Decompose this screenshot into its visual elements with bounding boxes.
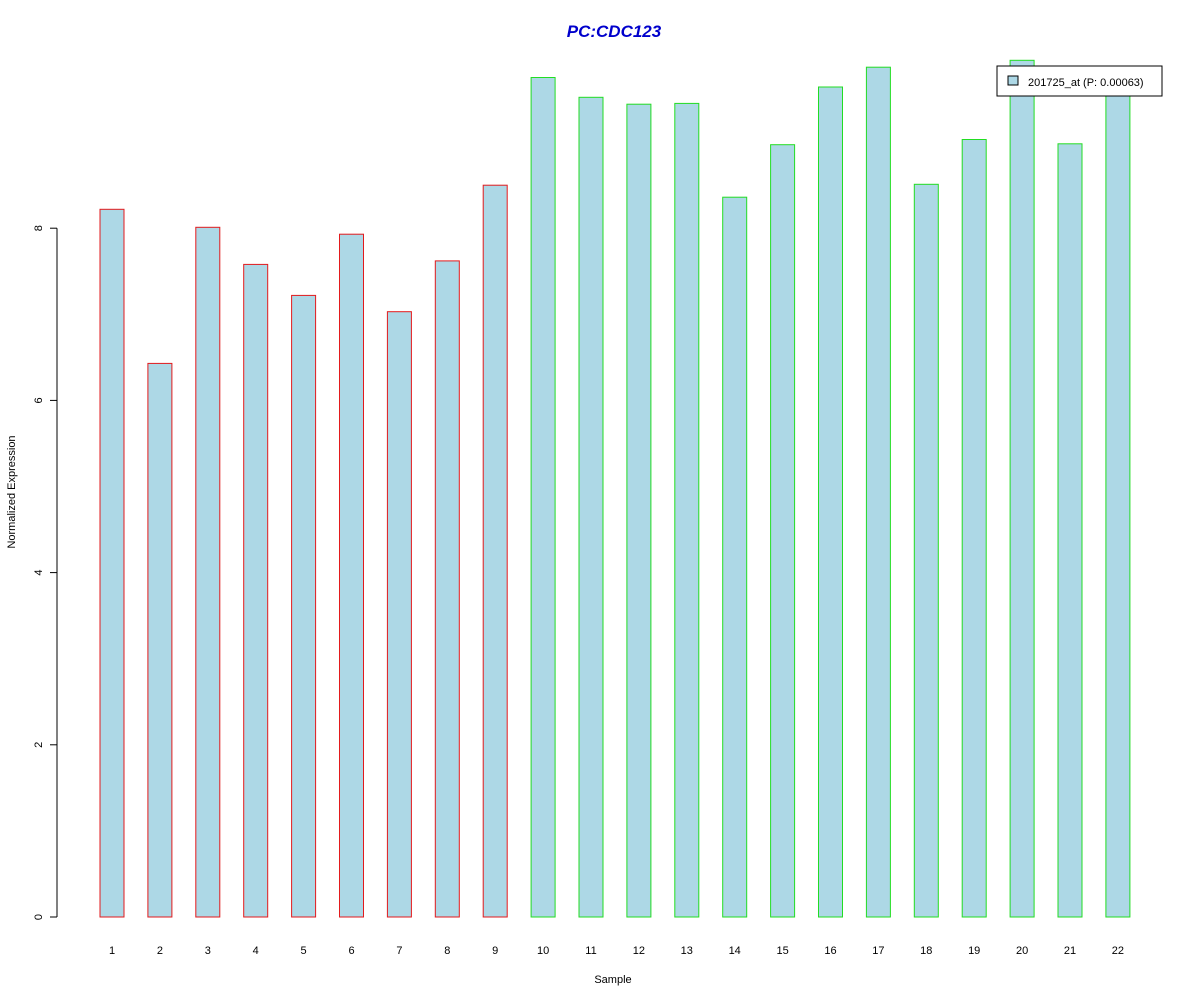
x-axis-label: Sample <box>594 974 631 986</box>
bar-sample-10 <box>530 77 556 918</box>
x-tick-label: 6 <box>348 945 354 957</box>
x-tick-label: 10 <box>537 945 549 957</box>
x-tick-label: 11 <box>585 945 596 957</box>
x-tick-label: 8 <box>444 945 450 957</box>
legend-label: 201725_at (P: 0.00063) <box>1028 77 1144 89</box>
bar-sample-12 <box>626 103 652 918</box>
legend-swatch <box>1007 75 1019 86</box>
y-axis-label: Normalized Expression <box>6 435 18 548</box>
x-tick-label: 2 <box>157 945 163 957</box>
bar-sample-15 <box>770 144 796 918</box>
x-tick-label: 12 <box>633 945 645 957</box>
x-tick-label: 5 <box>301 945 307 957</box>
x-tick-label: 14 <box>729 945 741 957</box>
x-tick-label: 13 <box>681 945 693 957</box>
x-tick-label: 18 <box>920 945 932 957</box>
chart-title: PC:CDC123 <box>567 22 662 41</box>
x-tick-label: 19 <box>968 945 980 957</box>
bar-sample-17 <box>865 66 891 918</box>
legend-box <box>996 65 1163 97</box>
bar-sample-13 <box>674 102 700 918</box>
bar-sample-5 <box>291 294 317 918</box>
x-tick-label: 16 <box>824 945 836 957</box>
x-tick-label: 17 <box>872 945 884 957</box>
y-tick-label: 8 <box>33 225 45 231</box>
bar-sample-2 <box>147 362 173 918</box>
x-tick-labels: 1 2 3 4 5 6 7 8 9 10 11 12 13 14 15 16 17 18 19 20 21 22 <box>109 945 1124 957</box>
x-tick-label: 21 <box>1064 945 1076 957</box>
x-tick-label: 20 <box>1016 945 1028 957</box>
bar-sample-21 <box>1057 143 1083 918</box>
y-tick-label: 6 <box>33 397 45 403</box>
bar-sample-19 <box>961 139 987 918</box>
bar-sample-7 <box>386 311 412 918</box>
bar-sample-1 <box>99 208 125 918</box>
bar-sample-16 <box>818 86 843 918</box>
bar-sample-22 <box>1105 89 1131 918</box>
x-tick-label: 1 <box>109 945 115 957</box>
bar-sample-6 <box>339 233 364 918</box>
y-axis: 0 2 4 6 8 <box>33 225 58 920</box>
x-tick-label: 9 <box>492 945 498 957</box>
bars-group <box>99 59 1131 918</box>
bar-sample-18 <box>913 183 939 918</box>
x-tick-label: 15 <box>776 945 788 957</box>
bar-sample-14 <box>722 196 748 918</box>
bar-sample-11 <box>578 96 604 918</box>
y-tick-label: 0 <box>33 914 45 920</box>
y-tick-label: 2 <box>33 742 45 748</box>
legend: 201725_at (P: 0.00063) <box>996 65 1163 97</box>
y-tick-label: 4 <box>33 570 45 576</box>
bar-sample-8 <box>434 260 460 918</box>
x-tick-label: 4 <box>253 945 259 957</box>
x-tick-label: 7 <box>396 945 402 957</box>
x-tick-label: 22 <box>1112 945 1124 957</box>
bar-sample-4 <box>243 263 269 918</box>
bar-sample-9 <box>482 184 508 918</box>
bar-sample-3 <box>195 226 221 918</box>
bar-sample-20 <box>1009 59 1035 918</box>
x-tick-label: 3 <box>205 945 211 957</box>
